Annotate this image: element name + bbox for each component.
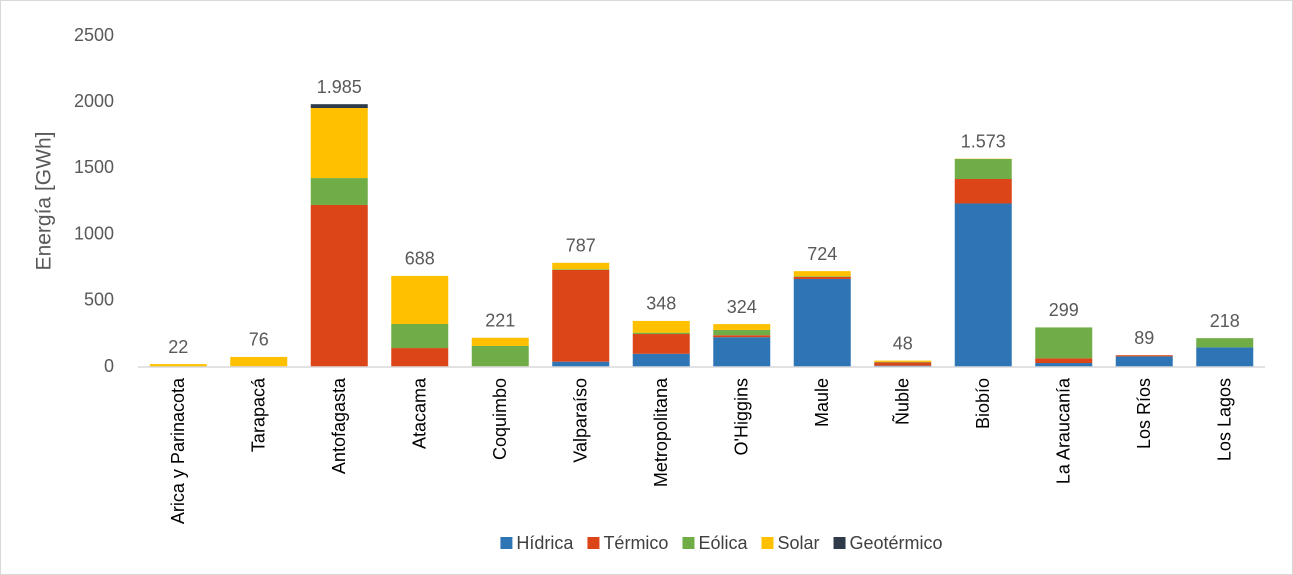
- bar-segment: [391, 323, 449, 349]
- x-tick-label: Arica y Parinacota: [168, 377, 188, 524]
- legend-label: Solar: [777, 533, 819, 553]
- total-label: 218: [1210, 311, 1240, 331]
- bar-segment: [471, 337, 529, 346]
- x-tick-label: Maule: [812, 378, 832, 427]
- bar-segment: [310, 204, 368, 367]
- bar-segment: [632, 334, 690, 354]
- y-tick-label: 2500: [74, 25, 114, 45]
- bar-segment: [713, 337, 771, 367]
- legend-label: Térmico: [603, 533, 668, 553]
- x-tick-label: Los Lagos: [1215, 378, 1235, 461]
- total-label: 688: [405, 249, 435, 269]
- y-tick-label: 0: [104, 356, 114, 376]
- y-tick-label: 1500: [74, 157, 114, 177]
- x-tick-label: Biobío: [973, 378, 993, 429]
- x-tick-label: Los Ríos: [1134, 378, 1154, 449]
- bar-segment: [713, 329, 771, 336]
- bar-segment: [954, 158, 1012, 179]
- bar-segment: [713, 335, 771, 338]
- y-tick-label: 1000: [74, 223, 114, 243]
- bar-segment: [471, 345, 529, 367]
- total-label: 1.985: [317, 77, 362, 97]
- total-label: 348: [646, 294, 676, 314]
- legend-label: Eólica: [698, 533, 748, 553]
- bar-segment: [1196, 338, 1254, 348]
- bar-segment: [310, 178, 368, 205]
- bar-segment: [149, 364, 207, 367]
- x-tick-label: Atacama: [410, 377, 430, 449]
- x-tick-label: O'Higgins: [732, 378, 752, 455]
- legend-label: Hídrica: [516, 533, 574, 553]
- y-axis-label: Energía [GWh]: [33, 132, 56, 271]
- legend-label: Geotérmico: [850, 533, 943, 553]
- bar-segment: [632, 320, 690, 333]
- bar-segment: [793, 276, 851, 277]
- legend-swatch: [682, 537, 695, 549]
- total-label: 324: [727, 297, 757, 317]
- bar-segment: [954, 203, 1012, 367]
- total-label: 22: [168, 337, 188, 357]
- total-label: 89: [1134, 328, 1154, 348]
- x-tick-label: Tarapacá: [249, 377, 269, 452]
- bar-segment: [632, 332, 690, 335]
- bar-segment: [874, 362, 932, 366]
- bar-segment: [391, 275, 449, 324]
- legend-swatch: [761, 537, 774, 549]
- bar-segment: [954, 178, 1012, 204]
- bar-segment: [793, 278, 851, 367]
- bar-segment: [310, 108, 368, 179]
- bar-segment: [1035, 327, 1093, 359]
- bar-segment: [793, 276, 851, 279]
- bar-segment: [793, 271, 851, 277]
- x-tick-label: Metropolitana: [651, 377, 671, 487]
- bar-segment: [391, 348, 449, 367]
- x-tick-label: Antofagasta: [329, 377, 349, 474]
- y-tick-label: 500: [84, 290, 114, 310]
- x-tick-label: La Araucanía: [1054, 377, 1074, 484]
- y-tick-label: 2000: [74, 91, 114, 111]
- bar-segment: [310, 104, 368, 109]
- bar-segment: [230, 356, 288, 367]
- x-tick-label: Coquimbo: [490, 378, 510, 460]
- x-tick-label: Valparaíso: [571, 378, 591, 463]
- total-label: 48: [893, 333, 913, 353]
- bar-segment: [1115, 356, 1173, 367]
- bar-segment: [874, 360, 932, 362]
- total-label: 299: [1049, 300, 1079, 320]
- bar-segment: [552, 269, 610, 270]
- bar-segment: [1035, 363, 1093, 367]
- legend-swatch: [833, 537, 846, 549]
- x-tick-label: Ñuble: [892, 378, 913, 425]
- bar-segment: [552, 269, 610, 362]
- total-label: 787: [566, 236, 596, 256]
- total-label: 1.573: [961, 131, 1006, 151]
- total-label: 221: [485, 310, 515, 330]
- bar-segment: [632, 353, 690, 367]
- bar-segment: [1115, 355, 1173, 357]
- bar-segment: [1196, 347, 1254, 367]
- legend-swatch: [500, 537, 513, 549]
- bar-segment: [552, 262, 610, 270]
- bar-segment: [1035, 358, 1093, 364]
- bar-segment: [552, 361, 610, 367]
- bar-segment: [713, 324, 771, 330]
- total-label: 724: [807, 244, 837, 264]
- legend-swatch: [587, 537, 600, 549]
- total-label: 76: [249, 330, 269, 350]
